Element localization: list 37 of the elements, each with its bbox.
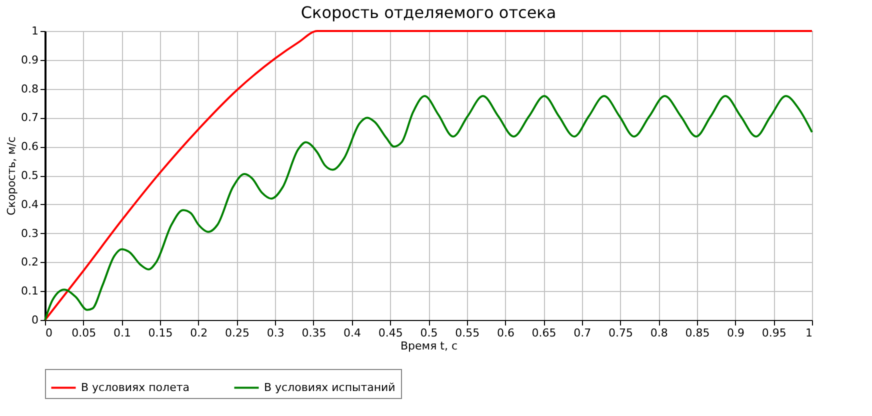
y-tick-label: 0.1 [21, 284, 38, 298]
x-tick-label: 0.65 [532, 326, 556, 340]
y-tick-label: 0.9 [21, 53, 38, 66]
x-tick-label: 1 [806, 326, 812, 340]
x-tick-label: 0.55 [455, 326, 480, 340]
y-tick-label: 0.4 [21, 198, 38, 211]
x-tick-label: 0.5 [420, 326, 438, 340]
x-tick-label: 0.4 [344, 326, 362, 340]
x-tick-label: 0.85 [685, 326, 710, 340]
x-tick-label: 0.95 [762, 326, 786, 340]
y-tick-label: 0.2 [21, 256, 38, 269]
x-tick-label: 0.25 [225, 326, 250, 340]
y-tick-label: 0.3 [21, 226, 38, 240]
x-tick-label: 0.6 [496, 326, 514, 340]
x-tick-label: 0.35 [302, 326, 326, 340]
y-tick-label: 0.7 [21, 111, 38, 124]
x-tick-label: 0.8 [650, 326, 668, 340]
y-tick-label: 0 [32, 314, 38, 326]
x-tick-label: 0.9 [727, 326, 745, 340]
y-tick-label: 1 [32, 24, 38, 38]
x-tick-label: 0.05 [72, 326, 96, 340]
x-tick-label: 0 [46, 326, 52, 340]
x-tick-label: 0.45 [378, 326, 403, 340]
legend-label: В условиях полета [81, 380, 190, 394]
legend-label: В условиях испытаний [264, 380, 396, 394]
chart-title: Скорость отделяемого отсека [300, 3, 556, 22]
x-tick-label: 0.7 [574, 326, 592, 340]
y-tick-label: 0.8 [21, 82, 38, 96]
x-tick-label: 0.1 [113, 326, 131, 340]
y-tick-label: 0.5 [21, 169, 38, 182]
x-tick-label: 0.75 [608, 326, 633, 340]
x-tick-label: 0.2 [190, 326, 208, 340]
x-tick-label: 0.3 [266, 326, 284, 340]
x-axis-title: Время t, с [400, 340, 458, 352]
y-axis-title: Скорость, м/с [5, 136, 18, 216]
x-tick-label: 0.15 [148, 326, 173, 340]
y-tick-label: 0.6 [21, 140, 38, 154]
